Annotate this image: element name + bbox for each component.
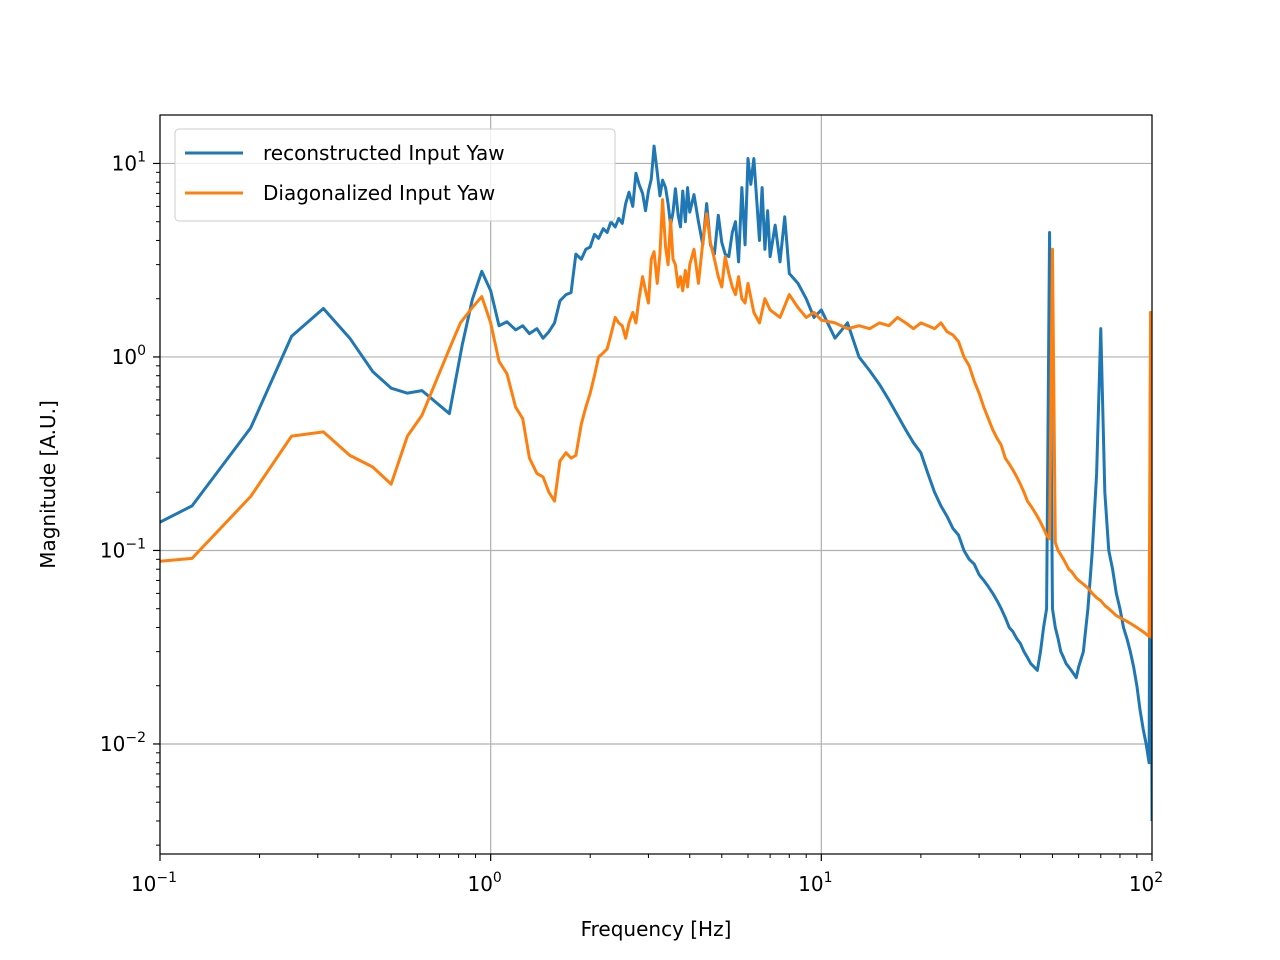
x-axis-label: Frequency [Hz]: [581, 917, 732, 941]
series-group: [160, 144, 1152, 821]
legend-label-diagonalized: Diagonalized Input Yaw: [263, 181, 495, 205]
legend-box: [174, 128, 616, 222]
legend: reconstructed Input Yaw Diagonalized Inp…: [174, 128, 616, 222]
x-tick-label: 10−1: [131, 870, 177, 896]
x-tick-label: 101: [798, 870, 832, 896]
series-line-reconstructed: [160, 144, 1152, 821]
x-tick-label: 100: [467, 870, 501, 896]
y-tick-label: 101: [112, 149, 146, 175]
y-tick-label: 10−2: [100, 730, 146, 756]
series-line-diagonalized: [160, 198, 1152, 639]
y-tick-label: 10−1: [100, 536, 146, 562]
ticks: 10−1 100 101 102 10−2 10−1 100 101: [100, 149, 1163, 896]
y-axis-label: Magnitude [A.U.]: [36, 400, 60, 569]
x-tick-label: 102: [1129, 870, 1163, 896]
plot-frame: [159, 114, 1153, 855]
y-tick-label: 100: [112, 343, 146, 369]
legend-label-reconstructed: reconstructed Input Yaw: [263, 141, 505, 165]
